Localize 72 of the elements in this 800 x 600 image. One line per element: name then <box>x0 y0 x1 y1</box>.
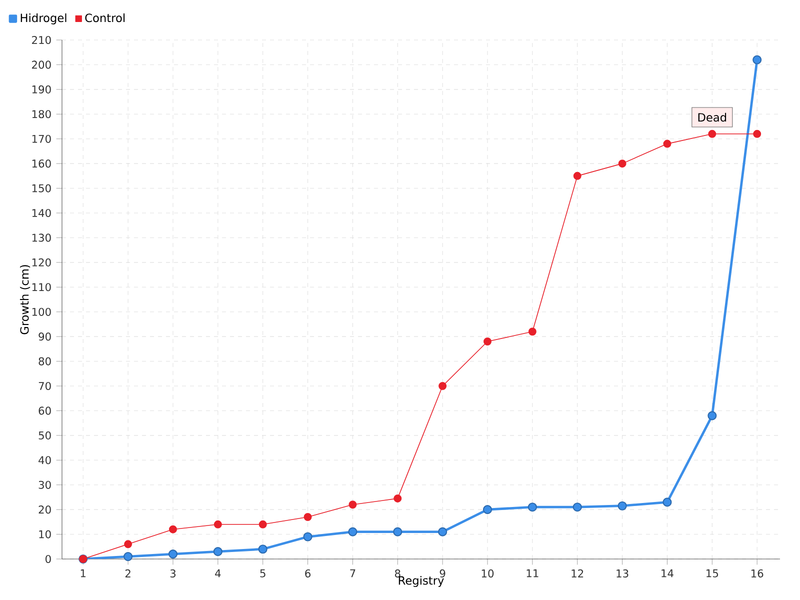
annotation: Dead <box>698 112 726 122</box>
y-tick-label: 180 <box>32 110 51 118</box>
legend-label: Control <box>85 13 125 22</box>
x-tick-label: 7 <box>350 569 356 578</box>
point <box>528 328 536 336</box>
point <box>348 500 357 509</box>
x-tick-label: 15 <box>706 569 718 578</box>
y-tick-label: 100 <box>32 308 51 316</box>
x-tick-label: 4 <box>215 569 221 578</box>
x-tick-label: 8 <box>394 569 400 578</box>
point <box>124 552 133 562</box>
y-axis-title: Growth (cm) <box>20 265 30 334</box>
y-tick-label: 190 <box>32 85 51 94</box>
legend-label: Hidrogel <box>20 13 66 24</box>
point <box>572 502 582 512</box>
x-tick-label: 2 <box>125 569 130 578</box>
y-tick-label: 130 <box>32 234 51 242</box>
point <box>438 382 447 390</box>
x-tick-label: 9 <box>440 569 446 578</box>
x-axis-title: Registry <box>398 576 444 587</box>
y-tick-label: 0 <box>46 554 51 564</box>
y-tick-label: 60 <box>38 406 51 415</box>
point <box>708 411 717 420</box>
x-tick-label: 6 <box>305 569 310 578</box>
y-tick-label: 80 <box>38 357 51 366</box>
y-tick-label: 140 <box>32 208 51 218</box>
point <box>482 505 492 514</box>
point <box>124 540 132 548</box>
point <box>258 520 267 528</box>
x-tick-label: 5 <box>260 569 266 578</box>
y-tick-label: 40 <box>38 456 51 464</box>
point <box>348 527 358 536</box>
y-tick-label: 150 <box>32 184 51 192</box>
point <box>528 502 537 512</box>
point <box>573 172 582 180</box>
x-tick-label: 1 <box>80 569 86 578</box>
point <box>393 527 402 536</box>
point <box>214 520 222 528</box>
point <box>168 525 177 534</box>
point <box>213 547 222 556</box>
x-tick-label: 12 <box>572 569 584 578</box>
y-tick-label: 120 <box>32 258 51 266</box>
point <box>168 550 178 559</box>
y-tick-label: 110 <box>32 283 51 292</box>
y-tick-label: 10 <box>39 530 51 538</box>
x-tick-label: 16 <box>751 569 764 578</box>
point <box>618 501 627 510</box>
x-tick-label: 14 <box>662 569 674 578</box>
x-tick-label: 10 <box>482 569 494 578</box>
point <box>663 140 672 148</box>
y-tick-label: 20 <box>38 506 51 514</box>
y-tick-label: 30 <box>38 480 51 489</box>
y-tick-label: 50 <box>38 431 51 440</box>
point <box>303 532 312 542</box>
y-tick-label: 210 <box>32 36 51 44</box>
y-tick-label: 90 <box>38 332 51 341</box>
point <box>753 130 762 138</box>
point <box>394 494 402 502</box>
y-tick-label: 170 <box>32 134 51 143</box>
point <box>258 544 268 554</box>
point <box>438 527 448 536</box>
y-tick-label: 70 <box>38 382 51 390</box>
y-tick-label: 200 <box>32 60 51 69</box>
point <box>618 160 626 168</box>
x-tick-label: 13 <box>616 569 628 578</box>
x-tick-label: 11 <box>526 569 538 578</box>
point <box>752 55 762 64</box>
point <box>304 512 312 521</box>
point <box>662 498 672 507</box>
x-tick-label: 3 <box>170 569 176 578</box>
y-tick-label: 160 <box>32 160 51 168</box>
point <box>484 338 492 346</box>
